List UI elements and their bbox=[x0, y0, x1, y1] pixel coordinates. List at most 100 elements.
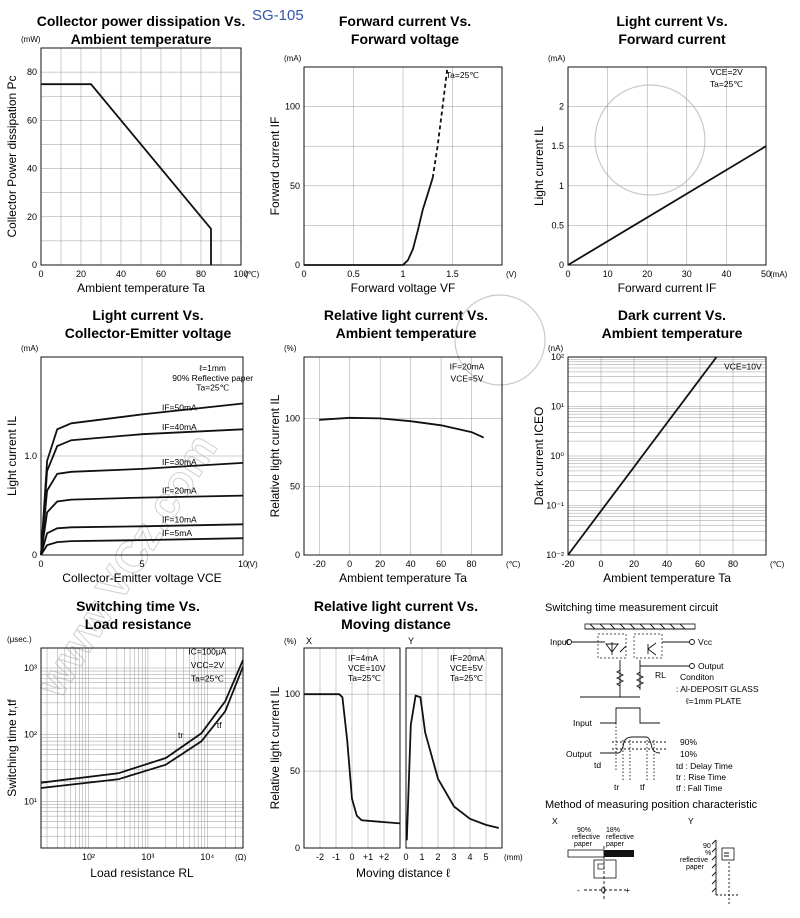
circuit-output-label: Output bbox=[698, 661, 724, 671]
chart-c5-xtick: 80 bbox=[467, 559, 477, 569]
position-x-label: X bbox=[552, 816, 558, 826]
chart-c1-title-line: Ambient temperature bbox=[71, 31, 212, 47]
chart-c6-title-line: Dark current Vs. bbox=[618, 307, 726, 323]
chart-c7-frame bbox=[40, 647, 244, 849]
chart-c5-xlabel: Ambient temperature Ta bbox=[339, 571, 467, 585]
x-scale-zero: 0 bbox=[601, 885, 606, 895]
chart-c8-panel-x-frame bbox=[303, 647, 401, 849]
chart-c1-xtick: 0 bbox=[38, 269, 43, 279]
wave-input-label: Input bbox=[573, 718, 593, 728]
chart-c4-yunit: (mA) bbox=[21, 344, 39, 353]
input-pulse bbox=[600, 707, 660, 724]
chart-c2-xtick: 1 bbox=[400, 269, 405, 279]
chart-c3-xtick: 50 bbox=[761, 269, 771, 279]
x-scale-plus: + bbox=[625, 885, 630, 895]
legend-td: td : Delay Time bbox=[676, 761, 733, 771]
chart-c7-xtick: 10⁴ bbox=[200, 852, 214, 862]
chart-c8-panel-y-xtick: 5 bbox=[483, 852, 488, 862]
chart-c3-ytick: 1.5 bbox=[551, 141, 564, 151]
output-terminal bbox=[689, 663, 695, 669]
circuit-rl-label: RL bbox=[655, 670, 666, 680]
chart-c6-ytick: 10⁰ bbox=[550, 451, 564, 461]
chart-c7: Switching time Vs. Load resistance 10² 10³ 1… bbox=[5, 598, 247, 880]
chart-c1-frame bbox=[40, 47, 242, 266]
chart-c7-yunit: (μsec.) bbox=[7, 635, 32, 644]
chart-c6-frame bbox=[567, 356, 767, 556]
chart-c3-xtick: 40 bbox=[721, 269, 731, 279]
chart-c8-panel-x-xtick: -1 bbox=[332, 852, 340, 862]
pct90-label: 90% bbox=[680, 737, 697, 747]
chart-c5-xtick: 40 bbox=[406, 559, 416, 569]
chart-c5-xtick: -20 bbox=[313, 559, 326, 569]
chart-c2-series-if-extrapolated bbox=[431, 66, 449, 179]
chart-c4-series-if-5ma bbox=[40, 537, 244, 556]
chart-c3-frame bbox=[567, 66, 767, 266]
chart-c5-annotation: IF=20mA bbox=[450, 361, 485, 371]
x-left-word: reflective bbox=[572, 834, 600, 841]
chart-c5-xunit: (℃) bbox=[506, 560, 521, 569]
chart-c5: Relative light current Vs. Ambient temper… bbox=[268, 307, 521, 585]
chart-c4-title-line: Light current Vs. bbox=[92, 307, 203, 323]
chart-c4-ylabel: Light current IL bbox=[5, 416, 19, 496]
chart-c4-series-label: IF=30mA bbox=[162, 457, 197, 467]
chart-c8-panel-x-xtick: +2 bbox=[379, 852, 389, 862]
chart-c2-xunit: (V) bbox=[506, 270, 517, 279]
chart-c2-ylabel: Forward current IF bbox=[268, 117, 282, 216]
chart-c3-series-il bbox=[567, 145, 767, 266]
deposit-glass-plate bbox=[584, 623, 696, 630]
chart-c2-title-line: Forward current Vs. bbox=[339, 13, 471, 29]
chart-c4-series-if-10ma bbox=[40, 523, 244, 556]
chart-c2-ytick: 50 bbox=[290, 181, 300, 191]
black-paper bbox=[604, 850, 634, 857]
watermark-ring bbox=[454, 294, 546, 386]
chart-c5-frame bbox=[303, 356, 503, 556]
chart-c7-ylabel: Switching time tr,tf bbox=[5, 699, 19, 797]
chart-c8-panel-y-note: Ta=25℃ bbox=[450, 673, 483, 683]
chart-c2: Forward current Vs. Forward voltage 0 0.5 1 1… bbox=[268, 13, 517, 295]
chart-c4-title-line: Collector-Emitter voltage bbox=[65, 325, 232, 341]
chart-c3-ytick: 0 bbox=[559, 260, 564, 270]
chart-c2-xtick: 0 bbox=[301, 269, 306, 279]
chart-c3-ytick: 1 bbox=[559, 181, 564, 191]
chart-c1-ytick: 20 bbox=[27, 212, 37, 222]
chart-c1-ytick: 0 bbox=[32, 260, 37, 270]
chart-c6-xunit: (℃) bbox=[770, 560, 785, 569]
chart-c2-xlabel: Forward voltage VF bbox=[351, 281, 456, 295]
chart-c4-series-label: IF=10mA bbox=[162, 514, 197, 524]
timing-markers bbox=[615, 723, 655, 780]
chart-c5-xtick: 0 bbox=[347, 559, 352, 569]
chart-c4-series-label: IF=50mA bbox=[162, 402, 197, 412]
chart-c7-xtick: 10³ bbox=[141, 852, 154, 862]
x-left-pct: 90% bbox=[577, 827, 591, 834]
chart-c8-panel-y-note: VCE=5V bbox=[450, 663, 483, 673]
chart-c1-xtick: 40 bbox=[116, 269, 126, 279]
chart-c3-xunit: (mA) bbox=[770, 270, 788, 279]
chart-c8-panel-y-series bbox=[405, 694, 500, 841]
wave-output-label: Output bbox=[566, 749, 592, 759]
chart-c2-xtick: 1.5 bbox=[446, 269, 459, 279]
chart-c6-xtick: 40 bbox=[662, 559, 672, 569]
chart-c1: Collector power dissipation Vs. Ambient t… bbox=[5, 13, 260, 295]
chart-c8-xlabel: Moving distance ℓ bbox=[356, 866, 450, 880]
chart-c7-xunit: (Ω) bbox=[235, 853, 247, 862]
x-right-word: reflective bbox=[606, 834, 634, 841]
chart-c3-xlabel: Forward current IF bbox=[618, 281, 717, 295]
chart-c1-xtick: 20 bbox=[76, 269, 86, 279]
switching-circuit: Switching time measurement circuit Input… bbox=[545, 602, 759, 793]
chart-c1-ytick: 80 bbox=[27, 67, 37, 77]
circuit-input-label: Input bbox=[550, 637, 570, 647]
chart-c6: Dark current Vs. Ambient temperature -20 0 2… bbox=[532, 307, 785, 585]
td-label: td bbox=[594, 760, 601, 770]
chart-c2-ytick: 100 bbox=[285, 102, 300, 112]
chart-c1-xlabel: Ambient temperature Ta bbox=[77, 281, 205, 295]
chart-c8-ytick: 0 bbox=[295, 843, 300, 853]
chart-c5-xtick: 20 bbox=[375, 559, 385, 569]
chart-c4-xtick: 10 bbox=[238, 559, 248, 569]
chart-c7-annotation: IC=100μA bbox=[188, 647, 227, 657]
chart-c3-annotation: VCE=2V bbox=[710, 67, 743, 77]
chart-c2-xtick: 0.5 bbox=[347, 269, 360, 279]
chart-c6-ytick: 10² bbox=[551, 352, 564, 362]
chart-c1-xtick: 60 bbox=[156, 269, 166, 279]
chart-c7-annotation: tr bbox=[178, 730, 183, 740]
chart-c4-ytick: 0 bbox=[32, 550, 37, 560]
